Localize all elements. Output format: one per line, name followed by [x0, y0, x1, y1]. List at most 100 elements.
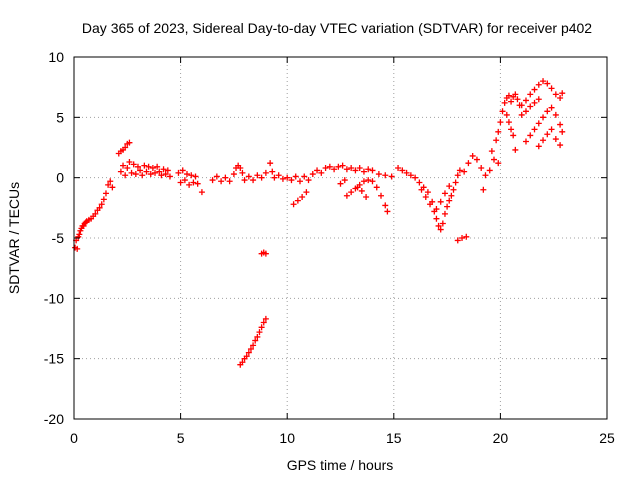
data-point — [284, 174, 291, 181]
data-point — [292, 173, 299, 180]
data-point — [495, 160, 502, 167]
data-point — [369, 167, 376, 174]
y-tick-label: -10 — [44, 290, 64, 306]
data-point — [456, 167, 463, 174]
data-point — [239, 169, 246, 176]
data-point — [552, 136, 559, 143]
data-point — [335, 163, 342, 170]
data-point — [154, 163, 161, 170]
data-point — [275, 172, 282, 179]
data-point — [512, 146, 519, 153]
data-point — [429, 198, 436, 205]
data-point — [258, 174, 265, 181]
data-point — [322, 165, 329, 172]
data-point — [531, 86, 538, 93]
data-point — [252, 337, 259, 344]
data-point — [190, 179, 197, 186]
data-point — [192, 173, 199, 180]
data-point — [503, 111, 510, 118]
data-point — [512, 91, 519, 98]
data-point — [544, 80, 551, 87]
data-point — [452, 179, 459, 186]
data-point — [139, 172, 146, 179]
data-point — [435, 222, 442, 229]
data-point — [164, 167, 171, 174]
data-point — [141, 162, 148, 169]
data-point — [441, 190, 448, 197]
data-point — [488, 148, 495, 155]
data-point — [226, 178, 233, 185]
x-tick-label: 10 — [279, 430, 295, 446]
data-point — [480, 186, 487, 193]
data-point — [378, 192, 385, 199]
data-point — [122, 172, 129, 179]
data-point — [100, 196, 107, 203]
x-tick-label: 0 — [70, 430, 78, 446]
data-point — [360, 178, 367, 185]
data-point — [437, 198, 444, 205]
data-point — [486, 167, 493, 174]
data-point — [134, 163, 141, 170]
data-point — [465, 160, 472, 167]
data-point — [548, 126, 555, 133]
data-point — [450, 186, 457, 193]
data-point — [260, 319, 267, 326]
data-point — [369, 178, 376, 185]
data-point — [424, 189, 431, 196]
data-point — [267, 160, 274, 167]
data-point — [416, 179, 423, 186]
data-point — [531, 126, 538, 133]
data-point — [156, 168, 163, 175]
data-point — [358, 187, 365, 194]
data-point — [318, 169, 325, 176]
data-point — [269, 168, 276, 175]
data-point — [137, 167, 144, 174]
data-point — [407, 172, 414, 179]
data-point — [495, 128, 502, 135]
data-point — [262, 250, 269, 257]
data-point — [294, 197, 301, 204]
data-point — [540, 78, 547, 85]
data-point — [433, 206, 440, 213]
data-point — [126, 158, 133, 165]
data-point — [241, 177, 248, 184]
data-point — [343, 192, 350, 199]
data-point — [437, 226, 444, 233]
data-point — [433, 215, 440, 222]
data-point — [535, 143, 542, 150]
data-point — [162, 171, 169, 178]
x-tick-label: 20 — [493, 430, 509, 446]
data-point — [245, 173, 252, 180]
data-point — [505, 92, 512, 99]
data-point — [399, 167, 406, 174]
data-point — [130, 161, 137, 168]
data-point — [559, 90, 566, 97]
data-point — [143, 168, 150, 175]
data-point — [326, 163, 333, 170]
data-point — [186, 181, 193, 188]
data-point — [444, 203, 451, 210]
y-tick-label: 5 — [56, 109, 64, 125]
data-point — [446, 197, 453, 204]
data-point — [213, 173, 220, 180]
data-point — [96, 204, 103, 211]
y-tick-label: -20 — [44, 411, 64, 427]
data-point — [454, 237, 461, 244]
data-point — [518, 102, 525, 109]
data-point — [296, 178, 303, 185]
data-point — [188, 172, 195, 179]
data-point — [262, 169, 269, 176]
data-point — [473, 156, 480, 163]
data-point — [510, 132, 517, 139]
data-point — [149, 165, 156, 172]
data-point — [301, 173, 308, 180]
x-tick-label: 5 — [177, 430, 185, 446]
data-point — [508, 98, 515, 105]
data-point — [557, 95, 564, 102]
data-point — [128, 169, 135, 176]
data-point — [74, 245, 81, 252]
data-point — [518, 111, 525, 118]
y-axis-label: SDTVAR / TECUs — [6, 182, 22, 294]
data-point — [356, 165, 363, 172]
data-point — [527, 103, 534, 110]
